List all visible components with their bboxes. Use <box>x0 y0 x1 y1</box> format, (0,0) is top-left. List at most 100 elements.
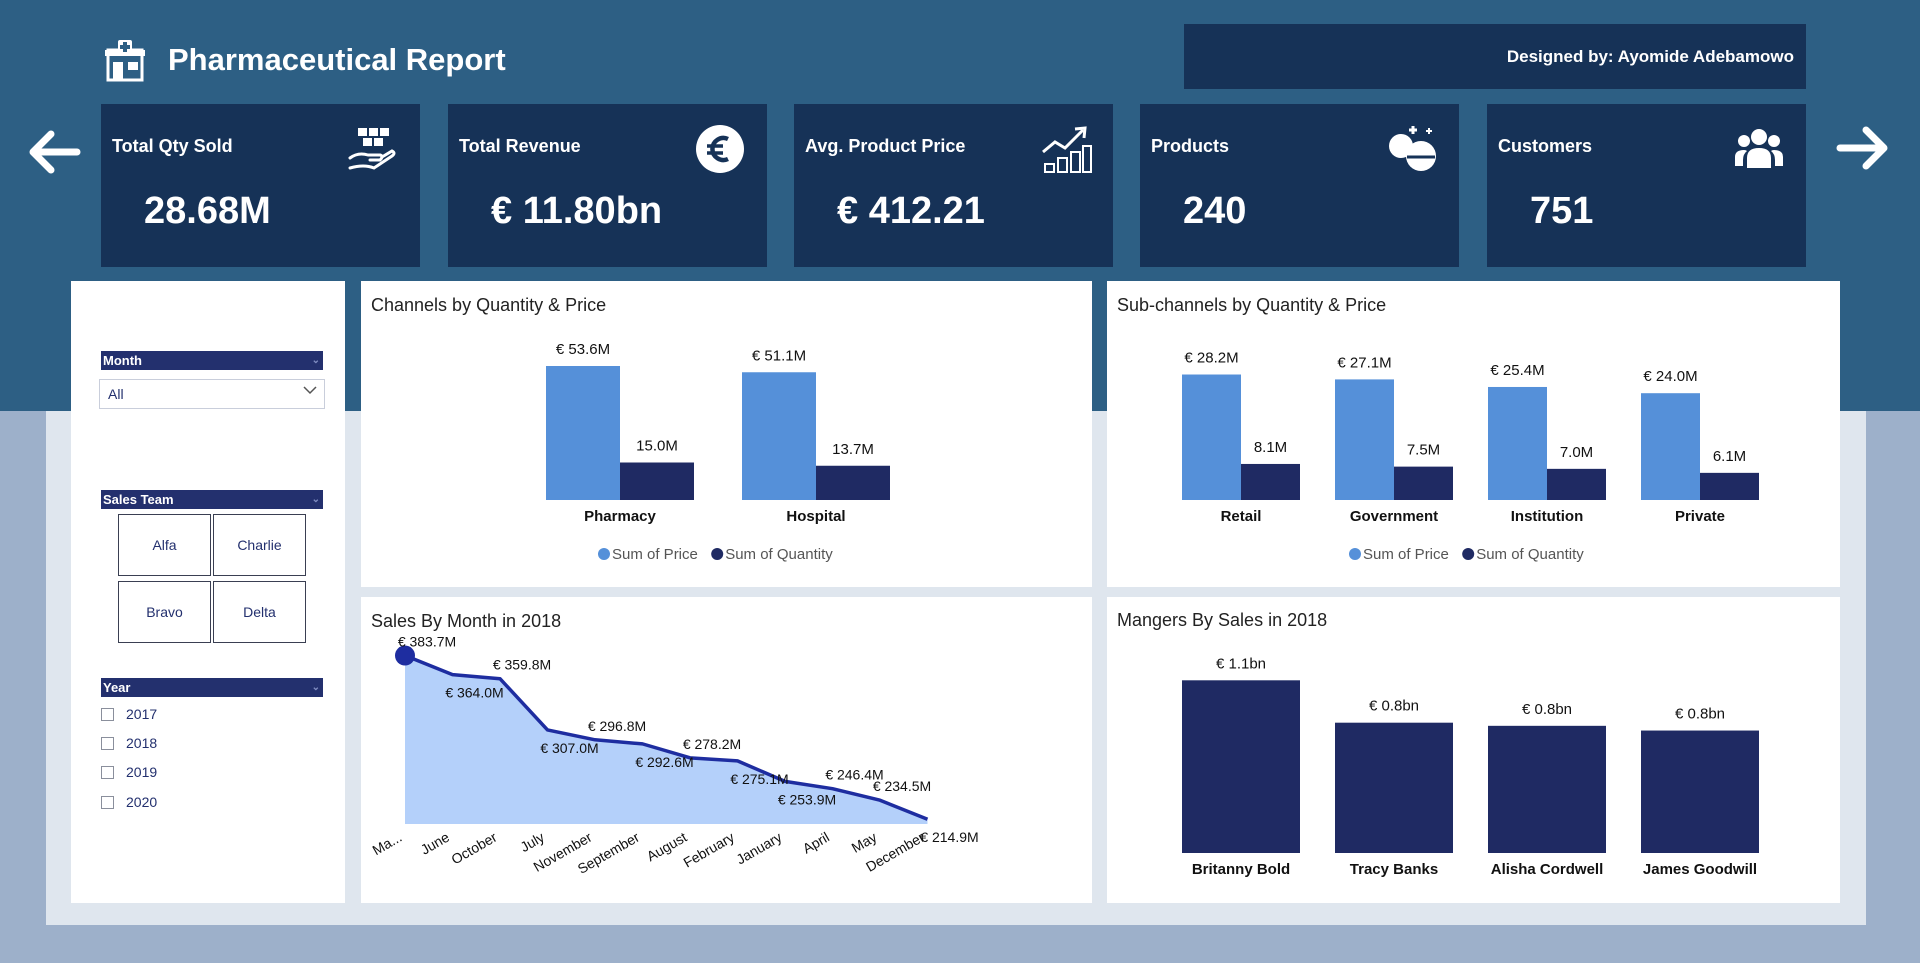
forward-arrow-icon[interactable] <box>1834 122 1892 174</box>
page-title: Pharmaceutical Report <box>168 42 506 77</box>
legend-marker <box>1349 548 1361 560</box>
data-label: € 234.5M <box>873 778 931 794</box>
kpi-card-total-revenue: Total Revenue € 11.80bn <box>448 104 767 267</box>
bar-quantity <box>620 462 694 500</box>
category-label: Pharmacy <box>584 508 656 525</box>
bar <box>1488 725 1606 853</box>
sales-team-tile-bravo[interactable]: Bravo <box>118 581 211 643</box>
data-label: € 24.0M <box>1643 368 1697 385</box>
sales-team-slicer-title: Sales Team <box>103 492 174 507</box>
x-tick-label: May <box>849 829 880 856</box>
month-slicer-title: Month <box>103 353 142 368</box>
back-arrow-icon[interactable] <box>25 126 83 178</box>
chevron-down-icon <box>303 386 317 395</box>
bar-quantity <box>1241 463 1300 500</box>
data-label: € 0.8bn <box>1369 698 1419 715</box>
checkbox[interactable] <box>101 795 114 809</box>
kpi-card-products: Products 240 <box>1140 104 1459 267</box>
monthly-sales-area-chart: € 383.7M € 364.0M € 359.8M € 307.0M € 296.8M… <box>370 634 979 877</box>
data-label: € 51.1M <box>752 347 806 364</box>
data-label: € 383.7M <box>398 634 456 650</box>
hand-boxes-icon <box>348 128 396 170</box>
kpi-value: 751 <box>1530 190 1594 232</box>
year-option-2019[interactable]: 2019 <box>101 764 157 780</box>
subchannels-chart-panel: Sub-channels by Quantity & Price € 28.2M… <box>1107 281 1840 587</box>
kpi-card-total-qty: Total Qty Sold 28.68M <box>101 104 420 267</box>
chart-title: Channels by Quantity & Price <box>371 295 607 315</box>
year-slicer-title: Year <box>103 680 131 695</box>
x-tick-label: February <box>680 829 737 871</box>
data-label: € 0.8bn <box>1522 701 1572 718</box>
data-label: € 214.9M <box>920 829 978 845</box>
legend-label: Sum of Price <box>1363 546 1449 563</box>
bar <box>1335 722 1453 853</box>
year-slicer-header: Year ⌄ <box>101 678 323 697</box>
kpi-value: € 412.21 <box>837 190 985 232</box>
bar-price <box>546 366 620 500</box>
monthly-sales-chart-panel: Sales By Month in 2018 € 383.7M € 364.0M €… <box>361 597 1092 903</box>
checkbox[interactable] <box>101 736 114 750</box>
kpi-label: Total Qty Sold <box>112 136 233 156</box>
month-slicer-header: Month ⌄ <box>101 351 323 370</box>
legend-label: Sum of Quantity <box>1476 546 1584 563</box>
legend-marker <box>1462 548 1475 560</box>
bar <box>1641 730 1759 853</box>
euro-icon <box>696 125 744 173</box>
channels-chart-panel: Channels by Quantity & Price € 53.6M 15.0… <box>361 281 1092 587</box>
data-label: € 278.2M <box>683 736 741 752</box>
chevron-down-icon: ⌄ <box>311 494 320 505</box>
bar-quantity <box>1394 466 1453 500</box>
bar-price <box>1335 379 1394 500</box>
sales-team-tile-delta[interactable]: Delta <box>213 581 306 643</box>
data-label: € 253.9M <box>778 791 836 807</box>
x-tick-label: June <box>418 829 452 858</box>
kpi-label: Customers <box>1498 136 1593 156</box>
kpi-label: Products <box>1151 136 1230 156</box>
chart-title: Sales By Month in 2018 <box>371 611 562 631</box>
kpi-label: Avg. Product Price <box>805 136 966 156</box>
data-label: € 275.1M <box>730 771 788 787</box>
sales-team-tile-alfa[interactable]: Alfa <box>118 514 211 576</box>
kpi-card-avg-price: Avg. Product Price € 412.21 <box>794 104 1113 267</box>
bar-quantity <box>1547 468 1606 500</box>
month-dropdown[interactable]: All <box>99 379 325 409</box>
title-row: Pharmaceutical Report <box>104 38 506 82</box>
bar-price <box>742 372 816 500</box>
designer-credit: Designed by: Ayomide Adebamowo <box>1184 24 1806 89</box>
category-label: Britanny Bold <box>1192 861 1290 878</box>
x-tick-label: Ma... <box>370 829 405 858</box>
bar <box>1182 680 1300 853</box>
year-option-2017[interactable]: 2017 <box>101 706 157 722</box>
chart-title: Sub-channels by Quantity & Price <box>1117 295 1387 315</box>
data-label: 13.7M <box>832 441 874 458</box>
legend-label: Sum of Quantity <box>725 546 833 563</box>
users-icon <box>1735 129 1783 168</box>
data-label: € 0.8bn <box>1675 706 1725 723</box>
bar-price <box>1182 374 1241 500</box>
pharmacy-store-icon <box>105 40 145 82</box>
chevron-down-icon: ⌄ <box>311 682 320 693</box>
sales-team-tile-charlie[interactable]: Charlie <box>213 514 306 576</box>
growth-chart-icon <box>1042 126 1092 173</box>
checkbox[interactable] <box>101 707 114 721</box>
year-option-2020[interactable]: 2020 <box>101 794 157 810</box>
checkbox[interactable] <box>101 765 114 779</box>
category-label: Hospital <box>786 508 845 525</box>
x-tick-label: October <box>448 829 499 868</box>
series-line <box>404 653 929 821</box>
pills-icon <box>1389 126 1436 171</box>
year-option-2018[interactable]: 2018 <box>101 735 157 751</box>
category-label: Alisha Cordwell <box>1491 861 1604 878</box>
bar-quantity <box>1700 472 1759 500</box>
chart-title: Mangers By Sales in 2018 <box>1117 610 1328 630</box>
legend-label: Sum of Price <box>612 546 698 563</box>
data-label: 15.0M <box>636 438 678 455</box>
managers-bar-chart: € 1.1bn Britanny Bold € 0.8bn Tracy Banks € … <box>1182 655 1759 878</box>
data-label: € 25.4M <box>1490 362 1544 379</box>
bar-quantity <box>816 465 890 500</box>
data-label: € 1.1bn <box>1216 655 1266 672</box>
data-label: € 27.1M <box>1337 354 1391 371</box>
year-label: 2020 <box>126 794 158 810</box>
data-label: € 359.8M <box>493 657 551 673</box>
data-label: € 53.6M <box>556 341 610 358</box>
